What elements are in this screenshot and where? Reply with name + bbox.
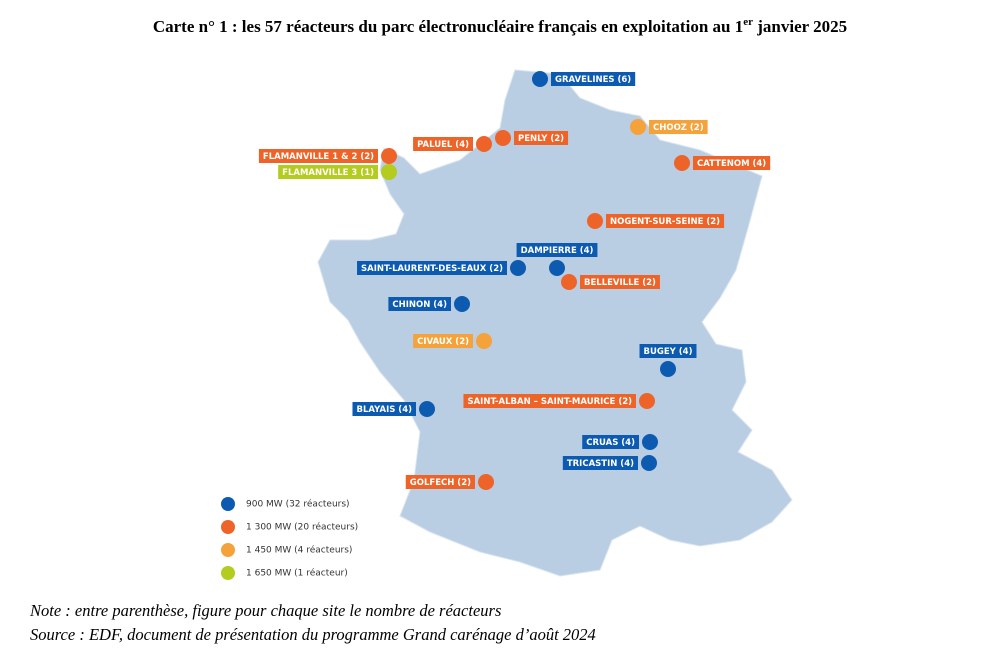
site-dot [495,130,511,146]
site-label-bg [516,243,598,257]
site-label-bg [639,344,697,358]
site-dot [478,474,494,490]
site-label-bg [258,149,378,163]
legend-label: 900 MW (32 réacteurs) [246,499,350,510]
site-label: BLAYAIS (4) [356,405,412,415]
site-label-bg [580,275,660,289]
site-label-bg [357,261,507,275]
site-dot [419,401,435,417]
site-dot [642,434,658,450]
site-label: BUGEY (4) [644,347,693,357]
site-dot [510,260,526,276]
site-label: SAINT-ALBAN – SAINT-MAURICE (2) [467,397,632,407]
site-dot [476,333,492,349]
legend-dot [221,566,235,580]
site-dot [630,119,646,135]
site-label: DAMPIERRE (4) [521,246,594,256]
site-dot [381,148,397,164]
site-label: CIVAUX (2) [417,337,469,347]
site-dot [454,296,470,312]
site-label: CRUAS (4) [586,438,635,448]
title-sup: er [743,16,753,28]
legend-label: 1 300 MW (20 réacteurs) [246,522,358,533]
legend-dot [221,543,235,557]
title: Carte n° 1 : les 57 réacteurs du parc él… [153,16,847,36]
site-label: GOLFECH (2) [410,478,471,488]
site-label: SAINT-LAURENT-DES-EAUX (2) [361,264,503,274]
site-label-bg [405,475,475,489]
site-dot [587,213,603,229]
site-label-bg [649,120,708,134]
note: Note : entre parenthèse, figure pour cha… [29,601,501,620]
site-label-bg [551,72,636,86]
site-dot [660,361,676,377]
site-dot [641,455,657,471]
site-label: PENLY (2) [518,134,564,144]
site-label: FLAMANVILLE 1 & 2 (2) [263,152,374,162]
sites: GRAVELINES (6) CHOOZ (2) PENLY (2) PALUEL (… [258,71,771,490]
site-dot [639,393,655,409]
site-label: CHINON (4) [392,300,447,310]
site-label-bg [693,156,771,170]
site-dot [476,136,492,152]
site-dot [674,155,690,171]
legend-label: 1 650 MW (1 réacteur) [246,568,348,579]
site-dot [381,164,397,180]
site-label-bg [413,334,473,348]
legend-dot [221,520,235,534]
legend: 900 MW (32 réacteurs) 1 300 MW (20 réacte… [221,497,358,580]
site-label-bg [352,402,416,416]
site-label: FLAMANVILLE 3 (1) [282,168,374,178]
site-label: GRAVELINES (6) [555,75,631,85]
site-label: TRICASTIN (4) [567,459,634,469]
title-main: Carte n° 1 : les 57 réacteurs du parc él… [153,17,743,36]
legend-dot [221,497,235,511]
site-label: CHOOZ (2) [653,123,704,133]
site-label-bg [278,165,378,179]
site-label-bg [388,297,451,311]
site-label: NOGENT-SUR-SEINE (2) [610,217,720,227]
site-label-bg [514,131,569,145]
site-label-bg [463,394,636,408]
site-dot [561,274,577,290]
legend-label: 1 450 MW (4 réacteurs) [246,545,352,556]
site-label-bg [582,435,639,449]
site-label-bg [606,214,725,228]
title-end: janvier 2025 [753,17,847,36]
site-label: PALUEL (4) [417,140,469,150]
site-label: CATTENOM (4) [697,159,766,169]
site-label: BELLEVILLE (2) [584,278,656,288]
site-dot [549,260,565,276]
site-label-bg [413,137,473,151]
france-map [317,69,793,577]
site-label-bg [562,456,638,470]
site-dot [532,71,548,87]
source: Source : EDF, document de présentation d… [30,625,596,644]
